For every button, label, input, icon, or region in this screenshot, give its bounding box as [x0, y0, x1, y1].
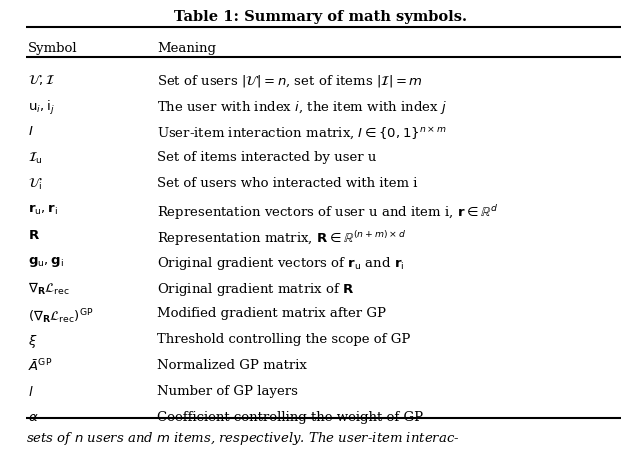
Text: $\mathbf{r}_{\mathrm{u}}, \mathbf{r}_{\mathrm{i}}$: $\mathbf{r}_{\mathrm{u}}, \mathbf{r}_{\m…: [28, 203, 58, 217]
Text: Representation vectors of user u and item i, $\mathbf{r} \in \mathbb{R}^d$: Representation vectors of user u and ite…: [157, 203, 498, 222]
Text: $\mathit{I}$: $\mathit{I}$: [28, 125, 33, 138]
Text: $\mathbf{R}$: $\mathbf{R}$: [28, 229, 40, 242]
Text: User-item interaction matrix, $\mathit{I} \in \{0,1\}^{n\times m}$: User-item interaction matrix, $\mathit{I…: [157, 125, 447, 141]
Text: Meaning: Meaning: [157, 42, 216, 55]
Text: Number of GP layers: Number of GP layers: [157, 385, 298, 398]
Text: $\mathrm{u}_i, \mathrm{i}_j$: $\mathrm{u}_i, \mathrm{i}_j$: [28, 99, 54, 117]
Text: $\mathcal{U}, \mathcal{I}$: $\mathcal{U}, \mathcal{I}$: [28, 73, 55, 87]
Text: Threshold controlling the scope of GP: Threshold controlling the scope of GP: [157, 333, 410, 346]
Text: Normalized GP matrix: Normalized GP matrix: [157, 359, 307, 372]
Text: $\mathcal{I}_{\mathrm{u}}$: $\mathcal{I}_{\mathrm{u}}$: [28, 151, 42, 166]
Text: $\mathcal{U}_{\mathrm{i}}$: $\mathcal{U}_{\mathrm{i}}$: [28, 177, 42, 192]
Text: Set of items interacted by user u: Set of items interacted by user u: [157, 151, 376, 164]
Text: $l$: $l$: [28, 385, 33, 399]
Text: $(\nabla_{\mathbf{R}}\mathcal{L}_{\mathrm{rec}})^{\mathrm{GP}}$: $(\nabla_{\mathbf{R}}\mathcal{L}_{\mathr…: [28, 307, 93, 326]
Text: $\bar{A}^{\mathrm{GP}}$: $\bar{A}^{\mathrm{GP}}$: [28, 359, 52, 375]
Text: sets of $n$ users and $m$ items, respectively. The user-item interac-: sets of $n$ users and $m$ items, respect…: [26, 430, 459, 447]
Text: Set of users $|\mathcal{U}| = n$, set of items $|\mathcal{I}| = m$: Set of users $|\mathcal{U}| = n$, set of…: [157, 73, 423, 89]
Text: Original gradient vectors of $\mathbf{r}_{\mathrm{u}}$ and $\mathbf{r}_{\mathrm{: Original gradient vectors of $\mathbf{r}…: [157, 255, 404, 272]
Text: $\xi$: $\xi$: [28, 333, 37, 350]
Text: The user with index $i$, the item with index $j$: The user with index $i$, the item with i…: [157, 99, 447, 116]
Text: $\mathbf{g}_{\mathrm{u}}, \mathbf{g}_{\mathrm{i}}$: $\mathbf{g}_{\mathrm{u}}, \mathbf{g}_{\m…: [28, 255, 63, 269]
Text: Symbol: Symbol: [28, 42, 77, 55]
Text: Modified gradient matrix after GP: Modified gradient matrix after GP: [157, 307, 386, 320]
Text: Table 1: Summary of math symbols.: Table 1: Summary of math symbols.: [173, 10, 467, 24]
Text: Original gradient matrix of $\mathbf{R}$: Original gradient matrix of $\mathbf{R}$: [157, 281, 355, 298]
Text: $\alpha$: $\alpha$: [28, 411, 38, 424]
Text: $\nabla_{\mathbf{R}}\mathcal{L}_{\mathrm{rec}}$: $\nabla_{\mathbf{R}}\mathcal{L}_{\mathrm…: [28, 281, 70, 297]
Text: Representation matrix, $\mathbf{R} \in \mathbb{R}^{(n+m)\times d}$: Representation matrix, $\mathbf{R} \in \…: [157, 229, 406, 248]
Text: Set of users who interacted with item i: Set of users who interacted with item i: [157, 177, 417, 190]
Text: Coefficient controlling the weight of GP: Coefficient controlling the weight of GP: [157, 411, 423, 424]
